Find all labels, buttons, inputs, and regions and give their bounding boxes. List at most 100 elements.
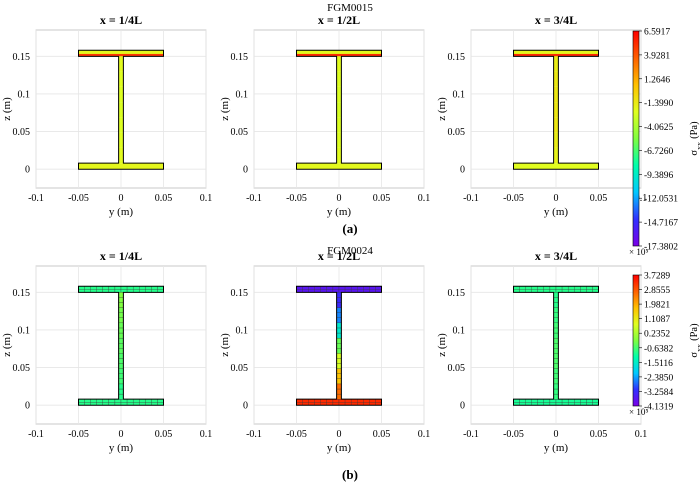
colorbar-tick-label: -4.0625 <box>644 123 674 133</box>
web-cell <box>337 318 342 323</box>
web-cell <box>119 338 124 343</box>
web-cell <box>337 374 342 379</box>
y-tick-label: 0.1 <box>236 325 249 336</box>
x-axis-label: y (m) <box>327 206 351 218</box>
web-cell <box>337 389 342 394</box>
web-cell <box>554 56 559 71</box>
x-tick-label: 0.05 <box>590 429 608 440</box>
y-tick-label: 0.05 <box>13 127 31 138</box>
y-tick-label: 0.15 <box>448 52 466 63</box>
x-tick-label: -0.05 <box>286 193 307 204</box>
colorbar-label-subscript: xx <box>695 142 700 150</box>
web-cell <box>554 297 559 302</box>
colorbar-tick-label: 3.7289 <box>644 272 670 282</box>
y-tick-label: 0.15 <box>231 52 249 63</box>
y-axis-label: z (m) <box>1 333 13 357</box>
web-cell <box>554 117 559 132</box>
web-cell <box>337 308 342 313</box>
web-cell <box>119 297 124 302</box>
web-cell <box>337 292 342 297</box>
web-cell <box>337 56 342 71</box>
web-cell <box>337 87 342 102</box>
colorbar-tick-label: 0.2352 <box>644 330 670 340</box>
colorbar-tick-label: -0.6382 <box>644 344 674 354</box>
x-tick-label: -0.1 <box>463 429 479 440</box>
colorbar-label: σxx(Pa) <box>689 121 700 156</box>
web-cell <box>119 374 124 379</box>
web-cell <box>119 394 124 399</box>
x-tick-label: 0.1 <box>418 193 431 204</box>
colorbar-tick-label: -17.3802 <box>644 243 678 253</box>
web-cell <box>554 394 559 399</box>
panel-title: x = 3/4L <box>535 13 577 27</box>
x-tick-label: -0.05 <box>503 193 524 204</box>
web-cell <box>554 292 559 297</box>
web-cell <box>337 338 342 343</box>
web-cell <box>337 333 342 338</box>
colorbar-tick-label: 6.5917 <box>644 28 670 38</box>
bottom-flange-cell <box>79 163 164 169</box>
web-cell <box>119 87 124 102</box>
web-cell <box>337 297 342 302</box>
colorbar-tick-label: 3.9281 <box>644 51 670 61</box>
web-cell <box>554 358 559 363</box>
x-tick-label: 0.05 <box>373 193 391 204</box>
x-tick-label: 0 <box>554 429 559 440</box>
y-axis-label: z (m) <box>219 333 231 357</box>
colorbar-exponent: × 10⁵ <box>629 247 648 257</box>
x-tick-label: 0.1 <box>635 429 648 440</box>
x-tick-label: 0.05 <box>373 429 391 440</box>
web-cell <box>337 379 342 384</box>
web-cell <box>119 292 124 297</box>
web-cell <box>554 333 559 338</box>
web-cell <box>554 308 559 313</box>
web-cell <box>337 133 342 148</box>
panel-title: x = 1/2L <box>318 13 360 27</box>
web-cell <box>554 369 559 374</box>
x-tick-label: 0.05 <box>155 429 173 440</box>
web-cell <box>119 369 124 374</box>
y-tick-label: 0 <box>460 401 465 412</box>
web-cell <box>337 353 342 358</box>
web-cell <box>554 318 559 323</box>
y-tick-label: 0.05 <box>13 363 31 374</box>
x-tick-label: -0.05 <box>68 193 89 204</box>
figure-caption: (b) <box>342 467 358 482</box>
web-cell <box>119 72 124 87</box>
colorbar-label-unit: (Pa) <box>689 323 700 341</box>
web-cell <box>554 384 559 389</box>
y-tick-label: 0 <box>25 401 30 412</box>
web-cell <box>554 379 559 384</box>
web-cell <box>337 148 342 163</box>
web-cell <box>119 323 124 328</box>
web-cell <box>554 348 559 353</box>
panel-title: x = 3/4L <box>535 249 577 263</box>
y-tick-label: 0.1 <box>18 325 31 336</box>
x-tick-label: -0.05 <box>503 429 524 440</box>
panel-title: x = 1/4L <box>100 13 142 27</box>
web-cell <box>337 303 342 308</box>
x-tick-label: -0.05 <box>286 429 307 440</box>
web-cell <box>119 303 124 308</box>
y-tick-label: 0.15 <box>13 288 31 299</box>
x-tick-label: 0 <box>119 429 124 440</box>
x-tick-label: -0.1 <box>28 193 44 204</box>
colorbar-tick-label: -2.3850 <box>644 373 674 383</box>
web-cell <box>119 308 124 313</box>
y-tick-label: 0.05 <box>448 127 466 138</box>
web-cell <box>337 328 342 333</box>
x-tick-label: 0 <box>337 193 342 204</box>
web-cell <box>554 313 559 318</box>
web-cell <box>337 394 342 399</box>
y-tick-label: 0.05 <box>231 363 249 374</box>
y-tick-label: 0.15 <box>13 52 31 63</box>
colorbar-tick-label: 1.9821 <box>644 301 670 311</box>
web-cell <box>119 358 124 363</box>
web-cell <box>554 72 559 87</box>
colorbar-bar <box>633 275 639 406</box>
y-tick-label: 0.15 <box>448 288 466 299</box>
x-tick-label: 0.05 <box>155 193 173 204</box>
